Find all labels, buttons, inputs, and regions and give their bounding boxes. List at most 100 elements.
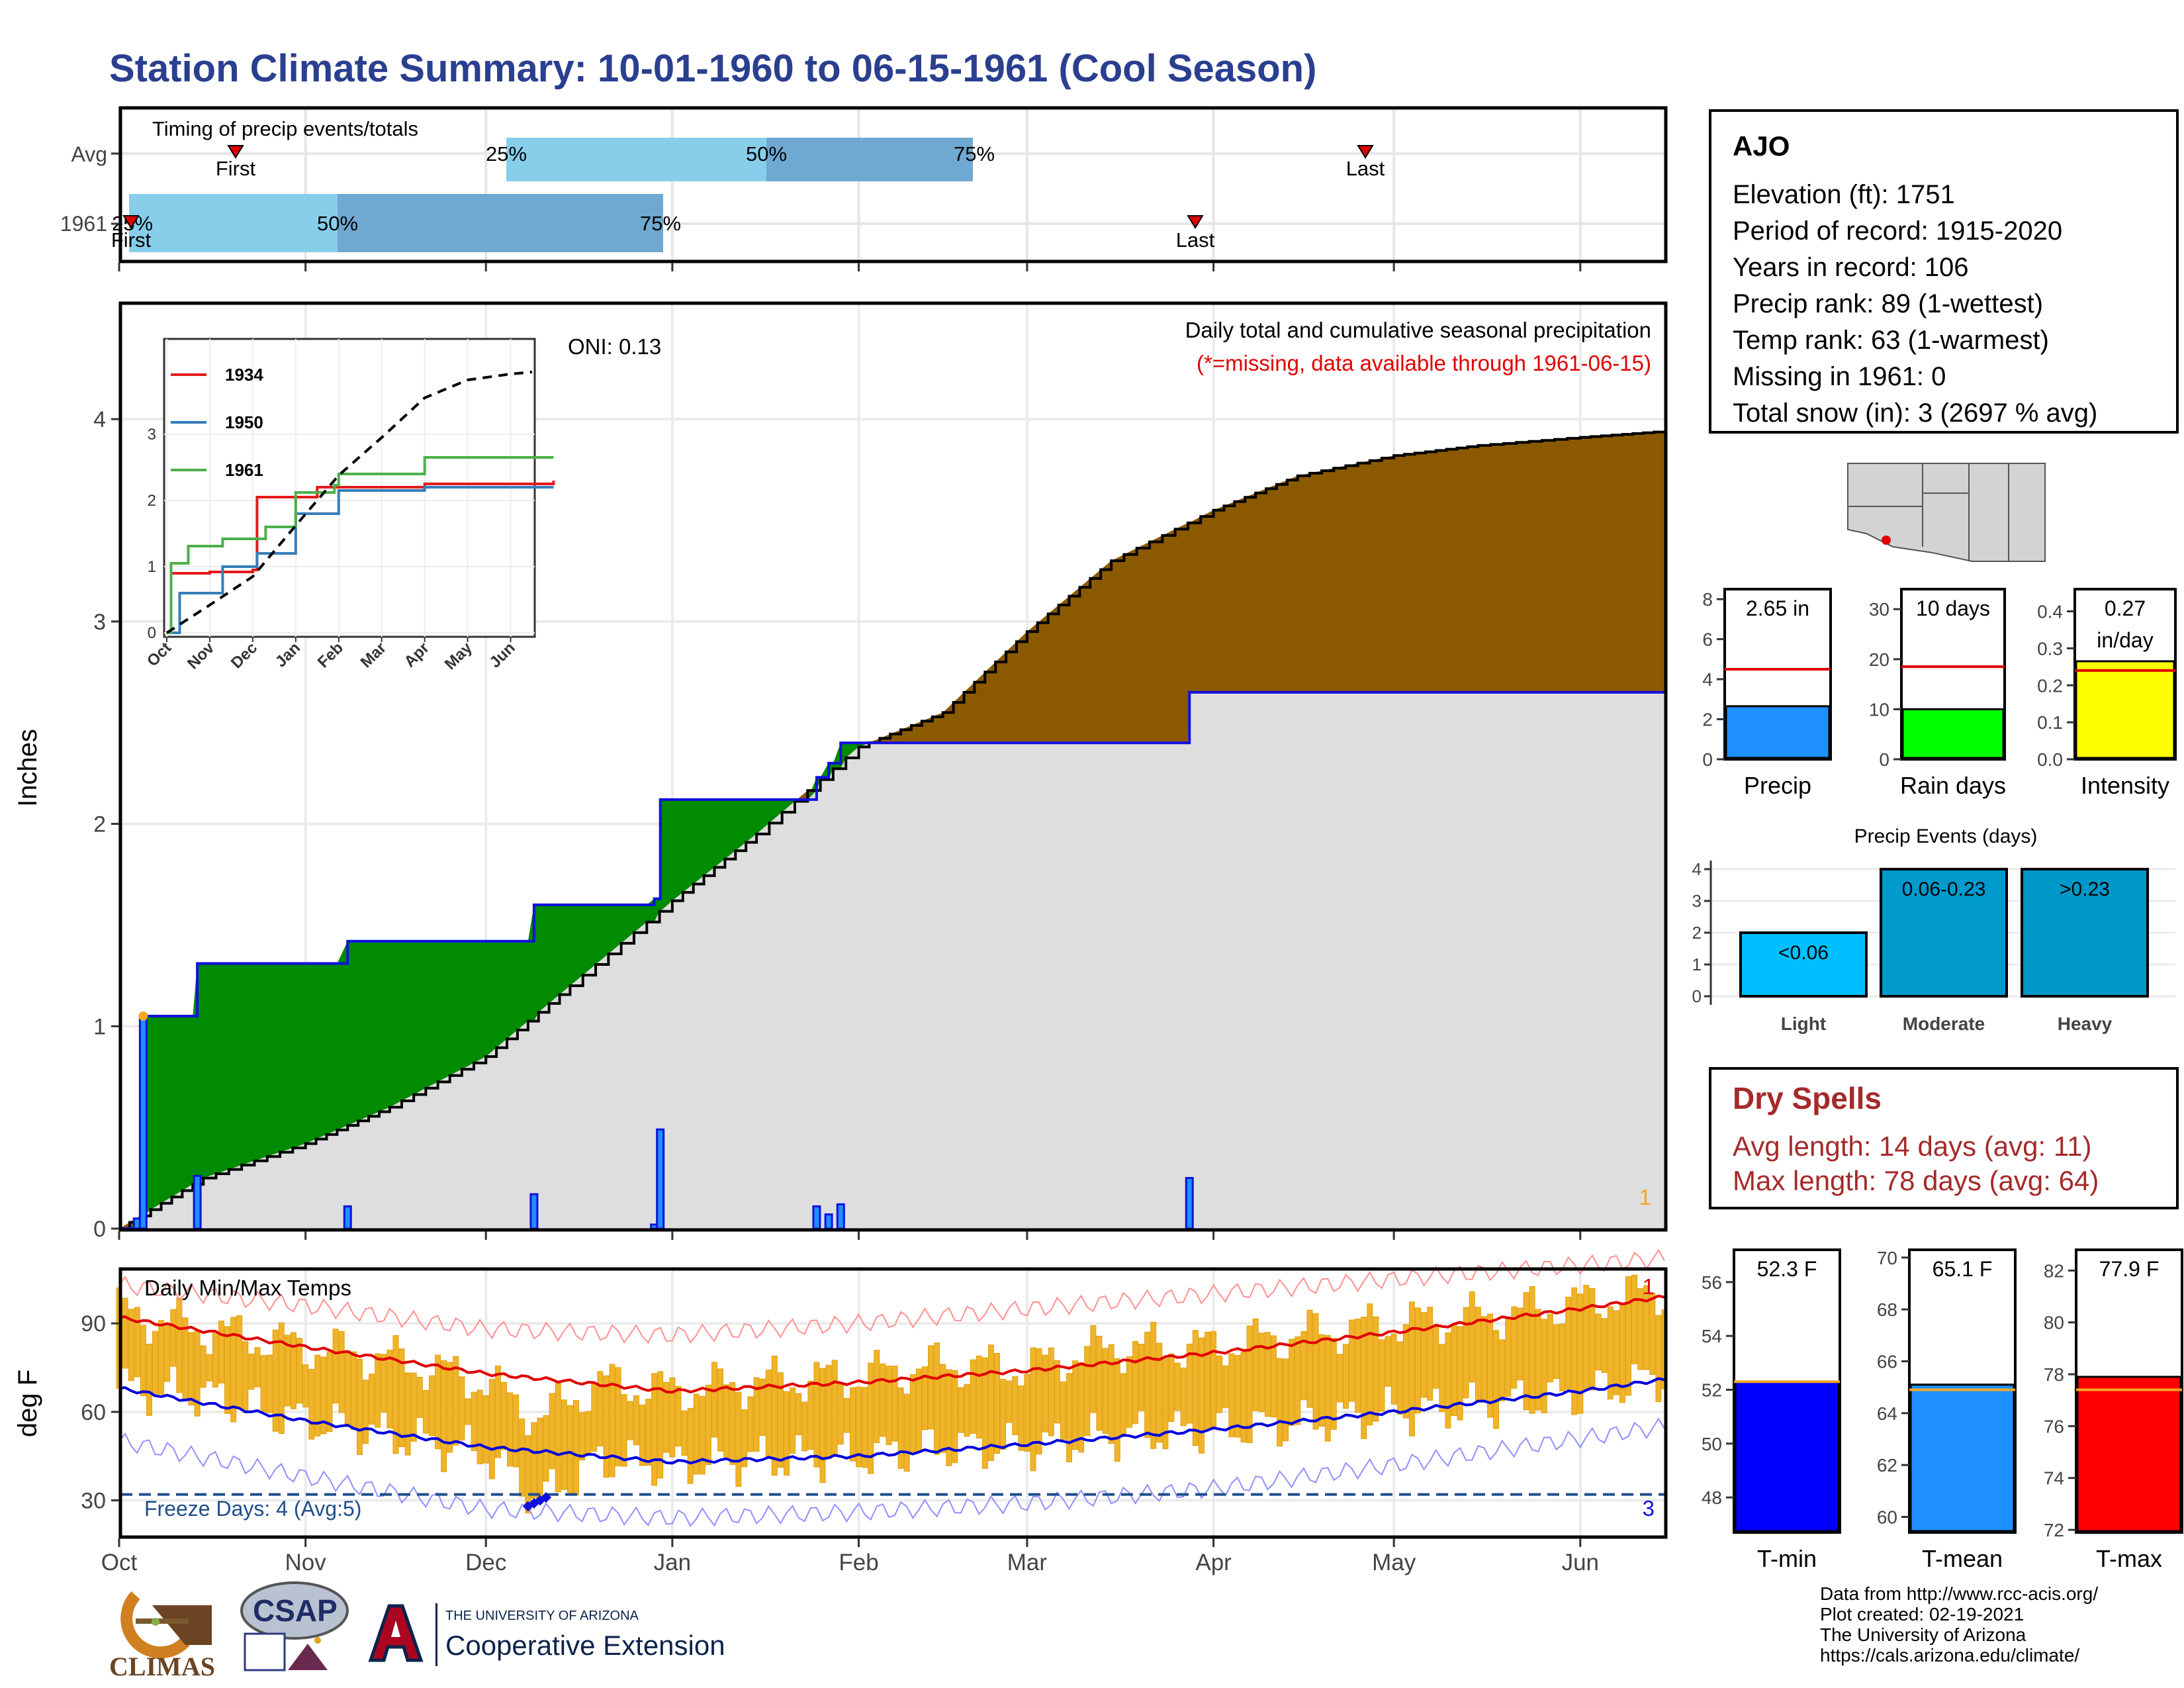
daily-temp-bar <box>1439 1344 1445 1413</box>
daily-temp-bar <box>663 1382 670 1453</box>
events-y-tick: 0 <box>1692 986 1702 1006</box>
daily-temp-bar <box>242 1341 249 1413</box>
daily-temp-bar <box>230 1317 237 1423</box>
daily-temp-bar <box>296 1337 303 1404</box>
station-total-snow: Total snow (in): 3 (2697 % avg) <box>1733 399 2098 428</box>
daily-temp-bar <box>218 1321 224 1383</box>
precip-total-panel: 0 2 4 6 8 2.65 in Precip <box>1702 588 1832 799</box>
daily-temp-bar <box>1144 1331 1151 1438</box>
freeze-day-marker <box>541 1492 552 1503</box>
y-tick-label: 30 <box>81 1489 106 1514</box>
daily-temp-bar <box>585 1411 592 1455</box>
daily-temp-bar <box>537 1417 543 1504</box>
daily-temp-bar <box>260 1355 267 1413</box>
daily-temp-bar <box>903 1393 910 1472</box>
daily-temp-bar <box>891 1366 898 1442</box>
snow-marker <box>138 1011 148 1021</box>
month-tick-label: Nov <box>285 1550 327 1575</box>
daily-temp-bar <box>1180 1368 1187 1427</box>
summary-y-tick: 0 <box>1879 749 1889 770</box>
daily-temp-bar <box>1168 1353 1175 1422</box>
daily-temp-bar <box>741 1409 748 1468</box>
station-temp-rank: Temp rank: 63 (1-warmest) <box>1733 326 2049 355</box>
y1961-last-label: Last <box>1176 228 1215 252</box>
daily-temp-bar <box>1048 1347 1054 1436</box>
summary-y-tick: 4 <box>1702 669 1713 690</box>
daily-temp-bar <box>987 1344 994 1462</box>
daily-temp-bar <box>224 1326 231 1414</box>
summary-y-tick: 0.0 <box>2037 749 2063 770</box>
daily-temp-bar <box>1613 1310 1619 1395</box>
tmax-panel: 72 74 76 78 80 82 77.9 F T-max <box>2044 1248 2183 1572</box>
daily-precip-bar <box>343 1205 352 1230</box>
daily-temp-bar <box>1480 1316 1487 1403</box>
daily-temp-bar <box>856 1386 862 1468</box>
daily-temp-bar <box>993 1352 1000 1454</box>
daily-temp-bar <box>134 1307 140 1378</box>
above-average-surplus-area <box>119 692 1664 1229</box>
daily-temp-bar <box>807 1380 814 1450</box>
month-tick-label: Oct <box>101 1550 138 1575</box>
daily-temp-bar <box>1312 1313 1319 1430</box>
summary-y-tick: 82 <box>2044 1260 2064 1281</box>
daily-temp-bar <box>1607 1306 1614 1400</box>
daily-temp-bar <box>1595 1313 1602 1371</box>
summary-y-tick: 56 <box>1702 1272 1722 1293</box>
dry-spells-box: Dry Spells Avg length: 14 days (avg: 11)… <box>1709 1067 2179 1209</box>
rain-days-panel: 0 10 20 30 10 days Rain days <box>1869 588 2006 799</box>
daily-temp-bar <box>1571 1287 1578 1415</box>
daily-temp-bar <box>874 1350 880 1444</box>
events-y-tick: 4 <box>1692 859 1702 879</box>
temp-top-count: 1 <box>1643 1274 1655 1299</box>
daily-temp-bar <box>1390 1333 1397 1405</box>
month-tick-label: Mar <box>1007 1550 1048 1575</box>
daily-temp-bar <box>796 1393 802 1436</box>
daily-precip-bar <box>824 1213 833 1230</box>
inset-series-line <box>167 486 554 634</box>
avg-25-label: 25% <box>486 142 527 165</box>
daily-temp-bar <box>1006 1380 1013 1423</box>
daily-temp-bar <box>308 1368 315 1440</box>
daily-temp-bar <box>410 1372 417 1442</box>
daily-temp-bar <box>958 1387 964 1433</box>
summary-value-label: 52.3 F <box>1757 1257 1817 1281</box>
daily-temp-bar <box>1108 1344 1115 1444</box>
daily-temp-bar <box>862 1387 868 1468</box>
daily-temp-bar <box>320 1356 327 1434</box>
daily-temp-bar <box>831 1360 838 1456</box>
daily-temp-bar <box>693 1393 700 1475</box>
daily-temp-bar <box>849 1387 856 1462</box>
daily-temp-bar <box>1433 1325 1439 1389</box>
summary-category-label: T-mean <box>1922 1545 2003 1572</box>
daily-temp-bar <box>603 1375 610 1478</box>
summary-y-tick: 0.3 <box>2037 638 2063 659</box>
summary-y-tick: 60 <box>1877 1507 1897 1527</box>
daily-temp-bar <box>1355 1319 1361 1413</box>
y-tick-label: 2 <box>93 812 106 837</box>
daily-temp-bar <box>398 1348 405 1448</box>
footer-line: The University of Arizona <box>1820 1624 2026 1645</box>
summary-category-label: Rain days <box>1900 772 2006 799</box>
y1961-75-label: 75% <box>640 212 681 235</box>
event-bar <box>1739 931 1868 998</box>
daily-temp-bar <box>1186 1343 1193 1424</box>
daily-temp-bar <box>970 1359 976 1434</box>
daily-temp-bar <box>1535 1309 1541 1411</box>
daily-temp-bar <box>531 1422 537 1499</box>
climas-logo: CLIMAS <box>106 1582 218 1681</box>
inset-legend-label: 1961 <box>225 460 263 480</box>
station-info-box: AJO Elevation (ft): 1751 Period of recor… <box>1709 109 2179 434</box>
inset-y-tick: 3 <box>148 426 156 444</box>
y1961-first-marker <box>122 215 140 229</box>
daily-temp-bar <box>934 1342 940 1455</box>
cumulative-baseline-area <box>119 692 1664 1229</box>
events-title: Precip Events (days) <box>1854 825 2038 847</box>
daily-temp-bar <box>404 1372 411 1456</box>
y1961-50-75-box <box>338 194 663 252</box>
avg-first-label: First <box>216 157 256 180</box>
daily-temp-bar <box>494 1365 501 1458</box>
daily-temp-bar <box>561 1399 567 1490</box>
daily-temp-bar <box>651 1373 658 1486</box>
record-max-line <box>118 1248 1665 1344</box>
month-tick-label: Dec <box>465 1550 506 1575</box>
